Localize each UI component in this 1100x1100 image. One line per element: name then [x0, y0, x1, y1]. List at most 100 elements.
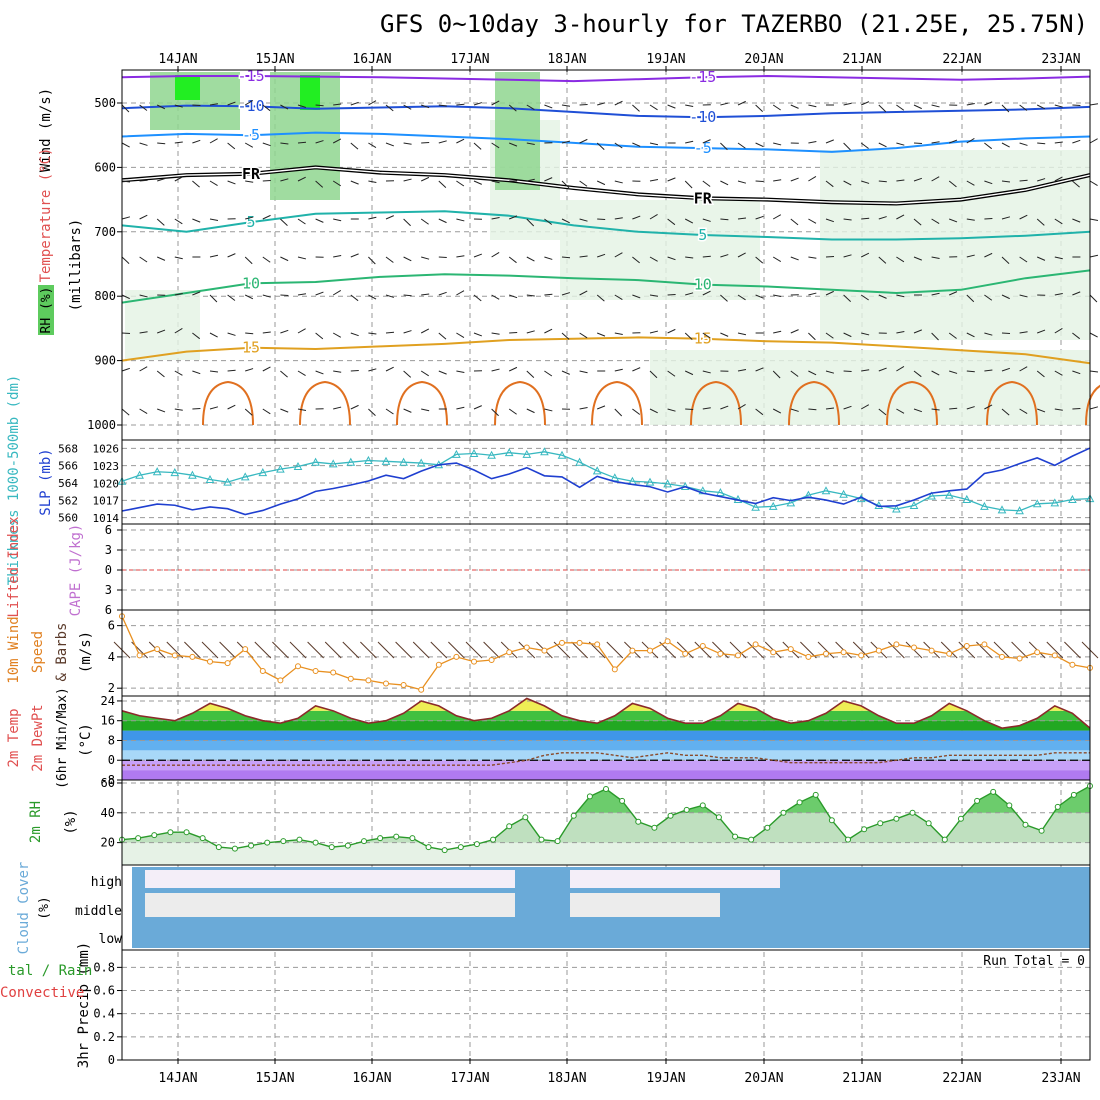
wind-barb: [508, 256, 517, 264]
wind-barb: [438, 180, 447, 188]
rh2m-marker: [796, 799, 803, 806]
wind-barb: [403, 142, 412, 145]
thickness-marker: [1032, 499, 1042, 508]
date-label-bottom: 23JAN: [1041, 1071, 1080, 1086]
wind-barb: [649, 370, 658, 379]
wind-barb: [896, 331, 905, 334]
isotherm-label: FR: [242, 165, 261, 183]
wind-barb: [244, 100, 254, 106]
wind-barb: [667, 177, 676, 182]
wind-barb: [491, 100, 500, 106]
wind-barb: [297, 328, 306, 334]
wind-barb: [1054, 176, 1063, 182]
wind10m-marker: [576, 639, 583, 646]
wind-barb: [368, 368, 377, 372]
wind-barb: [420, 218, 429, 225]
wind-barb: [913, 177, 923, 182]
wind-barb: [544, 408, 553, 412]
y-tick-label: 0: [105, 563, 112, 577]
wind-barb: [209, 406, 219, 410]
wind-barb: [614, 217, 623, 220]
isotherm-label: -15: [238, 67, 265, 85]
axis-label-wind10m: 10m Wind: [6, 616, 22, 683]
wind-barb: [1036, 104, 1046, 110]
y-tick-label-left: 568: [58, 442, 78, 455]
thickness-marker: [152, 467, 162, 476]
wind-barb: [984, 252, 993, 258]
wind-barb: [280, 142, 289, 145]
wind-barb: [1072, 370, 1081, 375]
wind-barb: [227, 404, 236, 410]
thickness-marker: [381, 456, 391, 465]
wind10m-marker: [383, 680, 389, 687]
wind-barb: [491, 408, 499, 417]
thickness-marker: [557, 450, 567, 459]
thickness-marker: [1050, 498, 1060, 507]
wind-barb: [156, 104, 166, 110]
high-cloud-gap: [570, 870, 780, 888]
axis-label-barbs: & Barbs: [54, 622, 70, 681]
wind10m-barb: [465, 641, 483, 659]
wind-barb: [157, 329, 166, 334]
date-label-top: 17JAN: [450, 52, 489, 67]
wind10m-barb: [817, 641, 835, 659]
wind-barb: [948, 180, 957, 188]
wind-barb: [509, 294, 518, 299]
wind-barb: [385, 256, 394, 263]
wind-barb: [649, 142, 659, 146]
wind-barb: [878, 104, 887, 113]
rh2m-marker: [651, 824, 658, 831]
wind-barb: [262, 256, 271, 263]
wind-barb: [825, 407, 835, 410]
wind-barb: [597, 332, 606, 337]
date-label-top: 20JAN: [744, 52, 783, 67]
temp-band: [122, 750, 1090, 761]
wind-barb: [966, 294, 975, 303]
cloud-layer-label: middle: [75, 904, 122, 919]
rh2m-marker: [377, 835, 384, 842]
wind-barb: [720, 332, 729, 337]
wind-barb: [139, 294, 148, 298]
wind10m-barb: [219, 641, 236, 659]
wind-barb: [1001, 256, 1010, 264]
wind10m-marker: [171, 652, 178, 659]
wind-barb: [808, 292, 817, 296]
wind-barb: [755, 215, 764, 220]
surface-warm-contour: [591, 380, 643, 426]
wind-barb: [649, 104, 658, 111]
rh2m-marker: [280, 838, 287, 845]
wind-barb: [491, 252, 500, 258]
wind-barb: [121, 142, 130, 148]
wind-barb: [1089, 138, 1098, 144]
wind-barb: [861, 332, 870, 336]
wind10m-barb: [430, 641, 448, 659]
wind-barb: [737, 294, 746, 301]
wind-barb: [544, 256, 553, 260]
rh2m-marker: [586, 793, 593, 800]
wind-barb: [244, 294, 254, 300]
wind-barb: [561, 180, 570, 189]
wind-barb: [491, 180, 500, 184]
wind-barb: [561, 370, 570, 375]
legend-convective: Convective: [0, 985, 84, 1001]
wind10m-marker: [418, 686, 425, 693]
wind-barb: [931, 104, 940, 108]
wind-barb: [984, 369, 993, 372]
wind-barb: [227, 332, 236, 336]
wind10m-barb: [324, 641, 342, 659]
wind-barb: [684, 370, 694, 376]
wind-barb: [157, 408, 166, 413]
wind-barb: [913, 370, 922, 378]
wind-barb: [438, 140, 447, 144]
date-label-bottom: 17JAN: [450, 1071, 489, 1086]
wind-barb: [632, 104, 640, 112]
wind-barb: [720, 102, 729, 106]
wind-barb: [843, 294, 852, 302]
wind-barb: [843, 218, 852, 221]
thickness-marker: [980, 501, 989, 510]
precip-panel: 0 0.2 0.4 0.6 0.8 Run Total = 0 3hr Precip (mm…: [0, 942, 1090, 1068]
axis-label-rh2m: 2m RH: [28, 801, 44, 843]
thickness-marker: [680, 481, 690, 490]
wind-barb: [421, 408, 430, 412]
thickness-marker: [311, 457, 320, 466]
